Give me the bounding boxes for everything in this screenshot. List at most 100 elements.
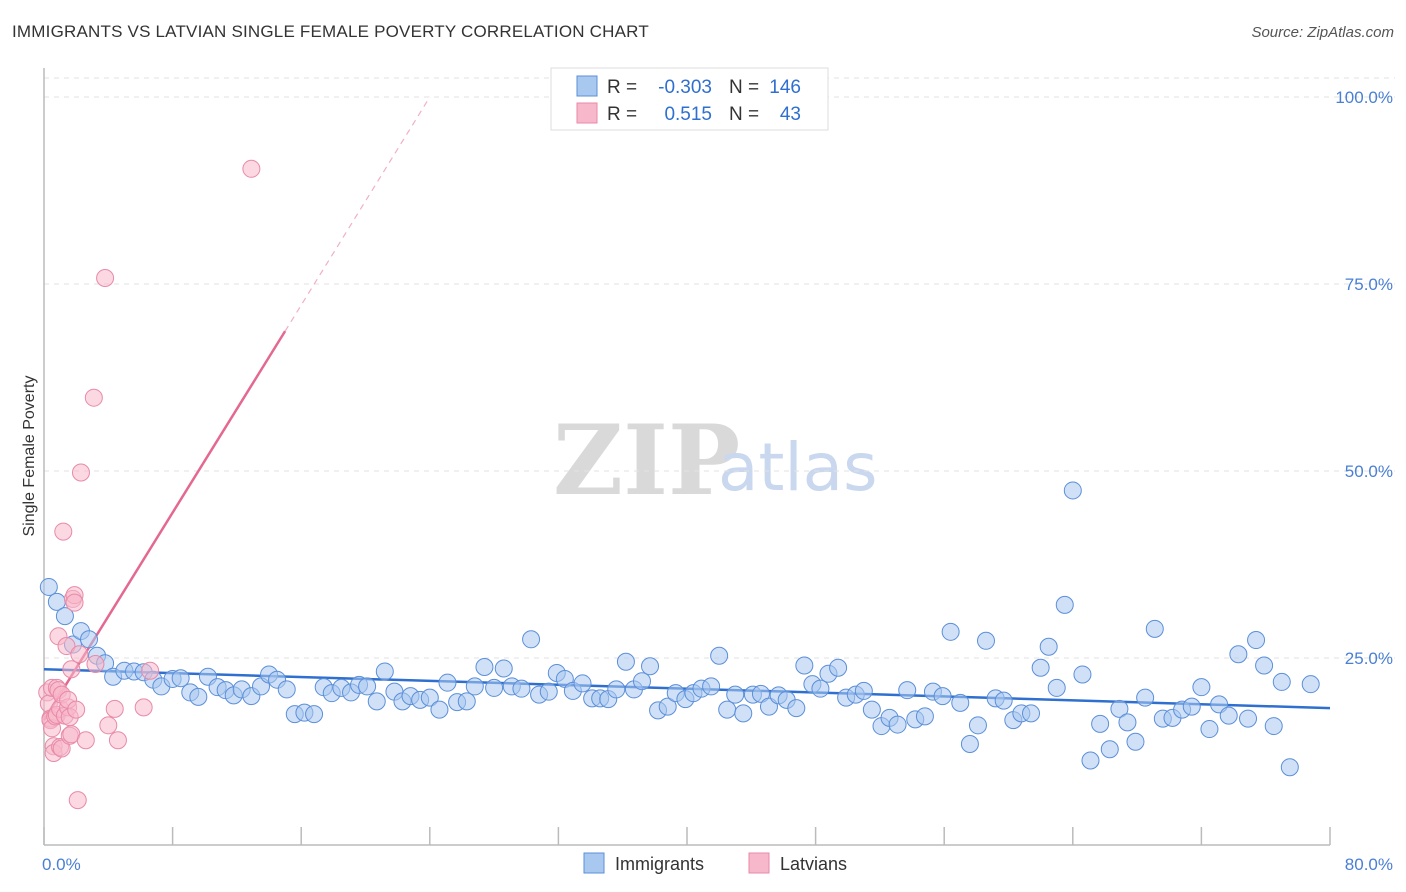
immigrants-point-47 <box>457 692 476 711</box>
immigrants-point-98 <box>898 681 917 700</box>
immigrants-point-116 <box>1055 595 1074 614</box>
immigrants-point-15 <box>171 669 190 688</box>
legend-r-label-0: R = <box>607 77 637 98</box>
immigrants-point-79 <box>734 704 753 723</box>
series-swatch-latvians <box>748 852 770 874</box>
series-label-latvians: Latvians <box>780 854 847 874</box>
latvians-point-25 <box>62 660 81 679</box>
immigrants-point-94 <box>862 700 881 719</box>
immigrants-point-105 <box>960 735 979 754</box>
immigrants-point-36 <box>358 677 377 696</box>
immigrants-point-104 <box>951 693 970 712</box>
legend-r-value-0: -0.303 <box>658 77 712 98</box>
immigrants-point-75 <box>702 677 721 696</box>
immigrants-point-102 <box>933 687 952 706</box>
latvians-point-31 <box>70 645 89 664</box>
latvians-point-17 <box>54 522 73 541</box>
immigrants-point-76 <box>710 646 729 665</box>
immigrants-point-78 <box>726 685 745 704</box>
latvians-point-30 <box>68 791 87 810</box>
immigrants-point-53 <box>512 679 531 698</box>
immigrants-point-121 <box>1100 740 1119 759</box>
immigrants-point-68 <box>641 657 660 676</box>
immigrants-point-64 <box>607 680 626 699</box>
correlation-legend: R = -0.303 N = 146 R = 0.515 N = 43 <box>550 67 829 131</box>
legend-n-value-0: 146 <box>769 77 801 98</box>
x-tick-label-1: 80.0% <box>1345 855 1393 874</box>
immigrants-point-135 <box>1229 645 1248 664</box>
immigrants-point-65 <box>616 652 635 671</box>
immigrants-point-123 <box>1118 713 1137 732</box>
immigrants-point-106 <box>968 716 987 735</box>
immigrants-point-86 <box>795 656 814 675</box>
legend-swatch-immigrants <box>576 75 598 97</box>
immigrants-point-141 <box>1280 758 1299 777</box>
y-tick-label-0: 25.0% <box>1345 649 1393 668</box>
latvians-point-36 <box>96 269 115 288</box>
immigrants-point-67 <box>632 672 651 691</box>
immigrants-point-138 <box>1255 656 1274 675</box>
immigrants-point-130 <box>1182 697 1201 716</box>
watermark-zip: ZIP <box>553 404 740 517</box>
immigrants-point-120 <box>1091 714 1110 733</box>
immigrants-point-103 <box>941 622 960 641</box>
data-points <box>38 159 1320 810</box>
immigrants-point-48 <box>465 677 484 696</box>
immigrants-point-85 <box>787 699 806 718</box>
immigrants-point-109 <box>994 691 1013 710</box>
immigrants-point-136 <box>1239 709 1258 728</box>
immigrants-point-117 <box>1063 481 1082 500</box>
immigrants-point-114 <box>1039 637 1058 656</box>
immigrants-point-88 <box>811 679 830 698</box>
latvians-point-38 <box>105 699 124 718</box>
immigrants-point-0 <box>39 577 58 596</box>
y-tick-labels: 25.0% 50.0% 75.0% 100.0% <box>1335 88 1393 668</box>
immigrants-point-81 <box>751 684 770 703</box>
latvians-trend-extension <box>284 96 431 332</box>
immigrants-point-5 <box>80 630 99 649</box>
latvians-point-33 <box>76 731 95 750</box>
immigrants-point-93 <box>854 681 873 700</box>
x-tick-label-0: 0.0% <box>42 855 81 874</box>
immigrants-point-100 <box>915 707 934 726</box>
immigrants-point-125 <box>1136 688 1155 707</box>
immigrants-point-37 <box>367 692 386 711</box>
immigrants-point-122 <box>1110 699 1129 718</box>
immigrants-point-90 <box>829 658 848 677</box>
latvians-point-34 <box>84 388 103 407</box>
legend-swatch-latvians <box>576 102 598 124</box>
legend-r-value-1: 0.515 <box>664 104 712 125</box>
legend-n-label-1: N = <box>729 104 759 125</box>
immigrants-point-44 <box>430 700 449 719</box>
immigrants-point-107 <box>976 631 995 650</box>
x-tick-labels: 0.0% 80.0% <box>42 855 1393 874</box>
latvians-point-42 <box>242 159 261 178</box>
watermark-atlas: atlas <box>718 429 878 506</box>
latvians-point-32 <box>71 463 90 482</box>
latvians-point-35 <box>86 654 105 673</box>
latvians-point-29 <box>67 700 86 719</box>
y-axis-label: Single Female Poverty <box>21 376 38 537</box>
series-label-immigrants: Immigrants <box>615 854 704 874</box>
immigrants-point-56 <box>539 682 558 701</box>
immigrants-point-51 <box>494 659 513 678</box>
immigrants-point-43 <box>420 688 439 707</box>
immigrants-point-132 <box>1200 720 1219 739</box>
latvians-point-19 <box>57 637 76 656</box>
latvians-point-39 <box>108 731 127 750</box>
chart-title: IMMIGRANTS VS LATVIAN SINGLE FEMALE POVE… <box>12 22 649 41</box>
latvians-point-41 <box>141 661 160 680</box>
immigrants-point-139 <box>1264 717 1283 736</box>
immigrants-point-17 <box>189 687 208 706</box>
latvians-point-37 <box>99 716 118 735</box>
latvians-point-16 <box>52 739 71 758</box>
immigrants-point-2 <box>55 607 74 626</box>
y-tick-label-3: 100.0% <box>1335 88 1393 107</box>
immigrants-point-131 <box>1192 678 1211 697</box>
immigrants-point-27 <box>277 680 296 699</box>
immigrants-point-49 <box>475 657 494 676</box>
immigrants-point-126 <box>1145 619 1164 638</box>
legend-n-value-1: 43 <box>780 104 801 125</box>
immigrants-point-113 <box>1031 658 1050 677</box>
